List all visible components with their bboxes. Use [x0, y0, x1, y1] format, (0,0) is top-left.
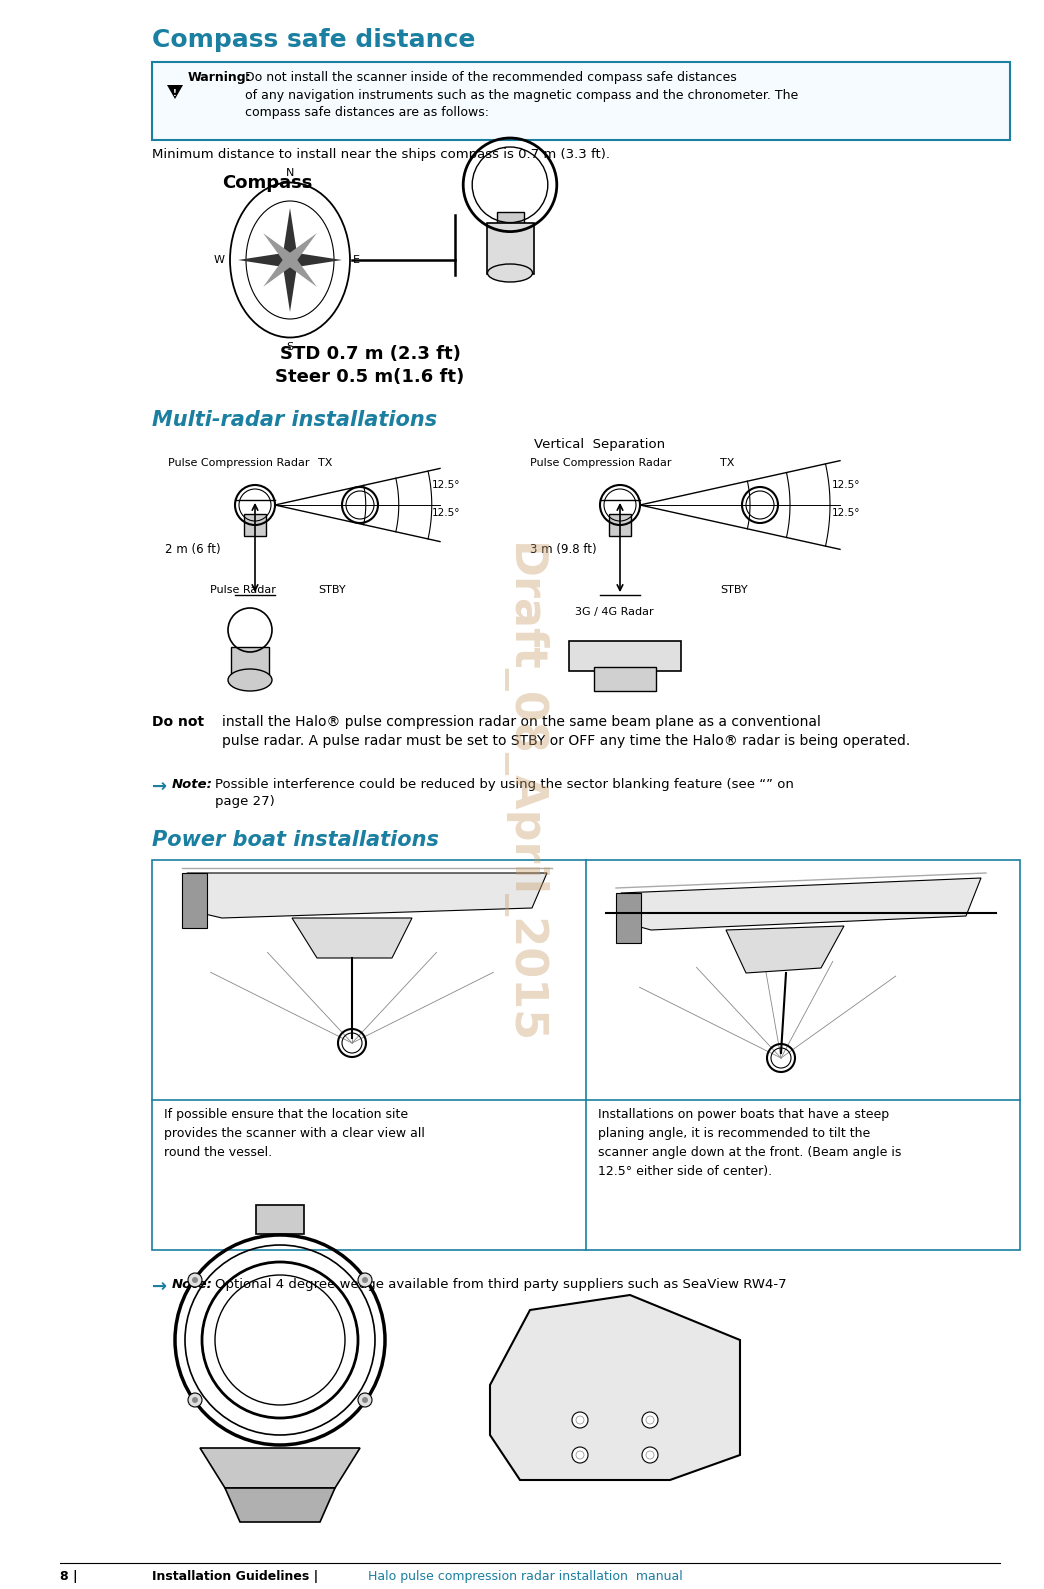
FancyBboxPatch shape — [569, 640, 681, 671]
Polygon shape — [616, 893, 641, 942]
Circle shape — [358, 1273, 372, 1287]
Text: STBY: STBY — [720, 585, 748, 594]
Circle shape — [192, 1278, 198, 1282]
Polygon shape — [263, 234, 294, 264]
Polygon shape — [282, 261, 298, 311]
Text: 3G / 4G Radar: 3G / 4G Radar — [575, 607, 654, 617]
Text: 8 |: 8 | — [60, 1570, 77, 1583]
Polygon shape — [187, 872, 547, 918]
Polygon shape — [182, 872, 207, 928]
Circle shape — [572, 1448, 588, 1463]
Text: E: E — [353, 254, 360, 265]
Text: Steer 0.5 m(1.6 ft): Steer 0.5 m(1.6 ft) — [276, 369, 465, 386]
Text: TX: TX — [720, 458, 734, 469]
Text: 12.5°: 12.5° — [832, 480, 860, 489]
Text: Compass: Compass — [222, 175, 312, 192]
Polygon shape — [292, 918, 412, 958]
Circle shape — [642, 1413, 658, 1429]
Polygon shape — [490, 1295, 740, 1479]
Text: Minimum distance to install near the ships compass is 0.7 m (3.3 ft).: Minimum distance to install near the shi… — [152, 148, 610, 160]
Polygon shape — [286, 256, 317, 288]
Polygon shape — [238, 253, 290, 269]
Text: Note:: Note: — [172, 779, 213, 791]
Text: →: → — [152, 779, 167, 796]
Text: 12.5°: 12.5° — [432, 508, 460, 518]
Polygon shape — [286, 234, 317, 264]
Text: If possible ensure that the location site
provides the scanner with a clear view: If possible ensure that the location sit… — [164, 1108, 425, 1158]
Text: Vertical  Separation: Vertical Separation — [535, 439, 666, 451]
Polygon shape — [263, 256, 294, 288]
Text: Pulse Radar: Pulse Radar — [210, 585, 276, 594]
Text: Pulse Compression Radar: Pulse Compression Radar — [530, 458, 671, 469]
Circle shape — [358, 1394, 372, 1406]
FancyBboxPatch shape — [152, 62, 1010, 140]
Circle shape — [188, 1394, 201, 1406]
FancyBboxPatch shape — [152, 860, 1020, 1251]
Ellipse shape — [488, 264, 532, 281]
FancyBboxPatch shape — [609, 513, 631, 535]
Text: W: W — [214, 254, 226, 265]
Polygon shape — [200, 1448, 360, 1487]
Polygon shape — [226, 1487, 335, 1522]
Text: 12.5°: 12.5° — [832, 508, 860, 518]
Circle shape — [362, 1278, 367, 1282]
FancyBboxPatch shape — [244, 513, 266, 535]
Text: STBY: STBY — [318, 585, 346, 594]
Circle shape — [362, 1397, 367, 1403]
Text: Installations on power boats that have a steep
planing angle, it is recommended : Installations on power boats that have a… — [598, 1108, 901, 1177]
FancyBboxPatch shape — [231, 647, 269, 682]
Polygon shape — [282, 208, 298, 261]
Text: →: → — [152, 1278, 167, 1297]
Text: Halo pulse compression radar installation  manual: Halo pulse compression radar installatio… — [367, 1570, 683, 1583]
Text: install the Halo® pulse compression radar on the same beam plane as a convention: install the Halo® pulse compression rada… — [222, 715, 910, 748]
Text: Multi-radar installations: Multi-radar installations — [152, 410, 437, 431]
Text: Possible interference could be reduced by using the sector blanking feature (see: Possible interference could be reduced b… — [215, 779, 793, 809]
Text: Warning:: Warning: — [188, 72, 252, 84]
Polygon shape — [167, 84, 183, 99]
Circle shape — [572, 1413, 588, 1429]
Text: Do not: Do not — [152, 715, 205, 729]
Circle shape — [192, 1397, 198, 1403]
Text: N: N — [286, 168, 294, 178]
Text: STD 0.7 m (2.3 ft): STD 0.7 m (2.3 ft) — [280, 345, 460, 362]
Polygon shape — [726, 926, 844, 972]
Text: !: ! — [173, 89, 176, 97]
Text: Compass safe distance: Compass safe distance — [152, 29, 475, 52]
Text: 3 m (9.8 ft): 3 m (9.8 ft) — [530, 543, 596, 556]
Text: Optional 4 degree wedge available from third party suppliers such as SeaView RW4: Optional 4 degree wedge available from t… — [215, 1278, 786, 1290]
Polygon shape — [290, 253, 342, 269]
FancyBboxPatch shape — [497, 211, 523, 226]
Text: S: S — [286, 342, 293, 353]
Text: Pulse Compression Radar: Pulse Compression Radar — [168, 458, 309, 469]
Ellipse shape — [228, 669, 272, 691]
Text: Power boat installations: Power boat installations — [152, 829, 438, 850]
FancyBboxPatch shape — [594, 667, 656, 691]
Circle shape — [642, 1448, 658, 1463]
Text: Installation Guidelines |: Installation Guidelines | — [152, 1570, 318, 1583]
Text: 12.5°: 12.5° — [432, 480, 460, 489]
Text: 2 m (6 ft): 2 m (6 ft) — [165, 543, 220, 556]
Text: Note:: Note: — [172, 1278, 213, 1290]
FancyBboxPatch shape — [256, 1204, 304, 1235]
FancyBboxPatch shape — [487, 222, 533, 273]
Text: Do not install the scanner inside of the recommended compass safe distances
of a: Do not install the scanner inside of the… — [245, 72, 799, 119]
Polygon shape — [621, 879, 981, 930]
Text: TX: TX — [318, 458, 332, 469]
Circle shape — [188, 1273, 201, 1287]
Text: Draft_08_April_2015: Draft_08_April_2015 — [499, 543, 545, 1044]
